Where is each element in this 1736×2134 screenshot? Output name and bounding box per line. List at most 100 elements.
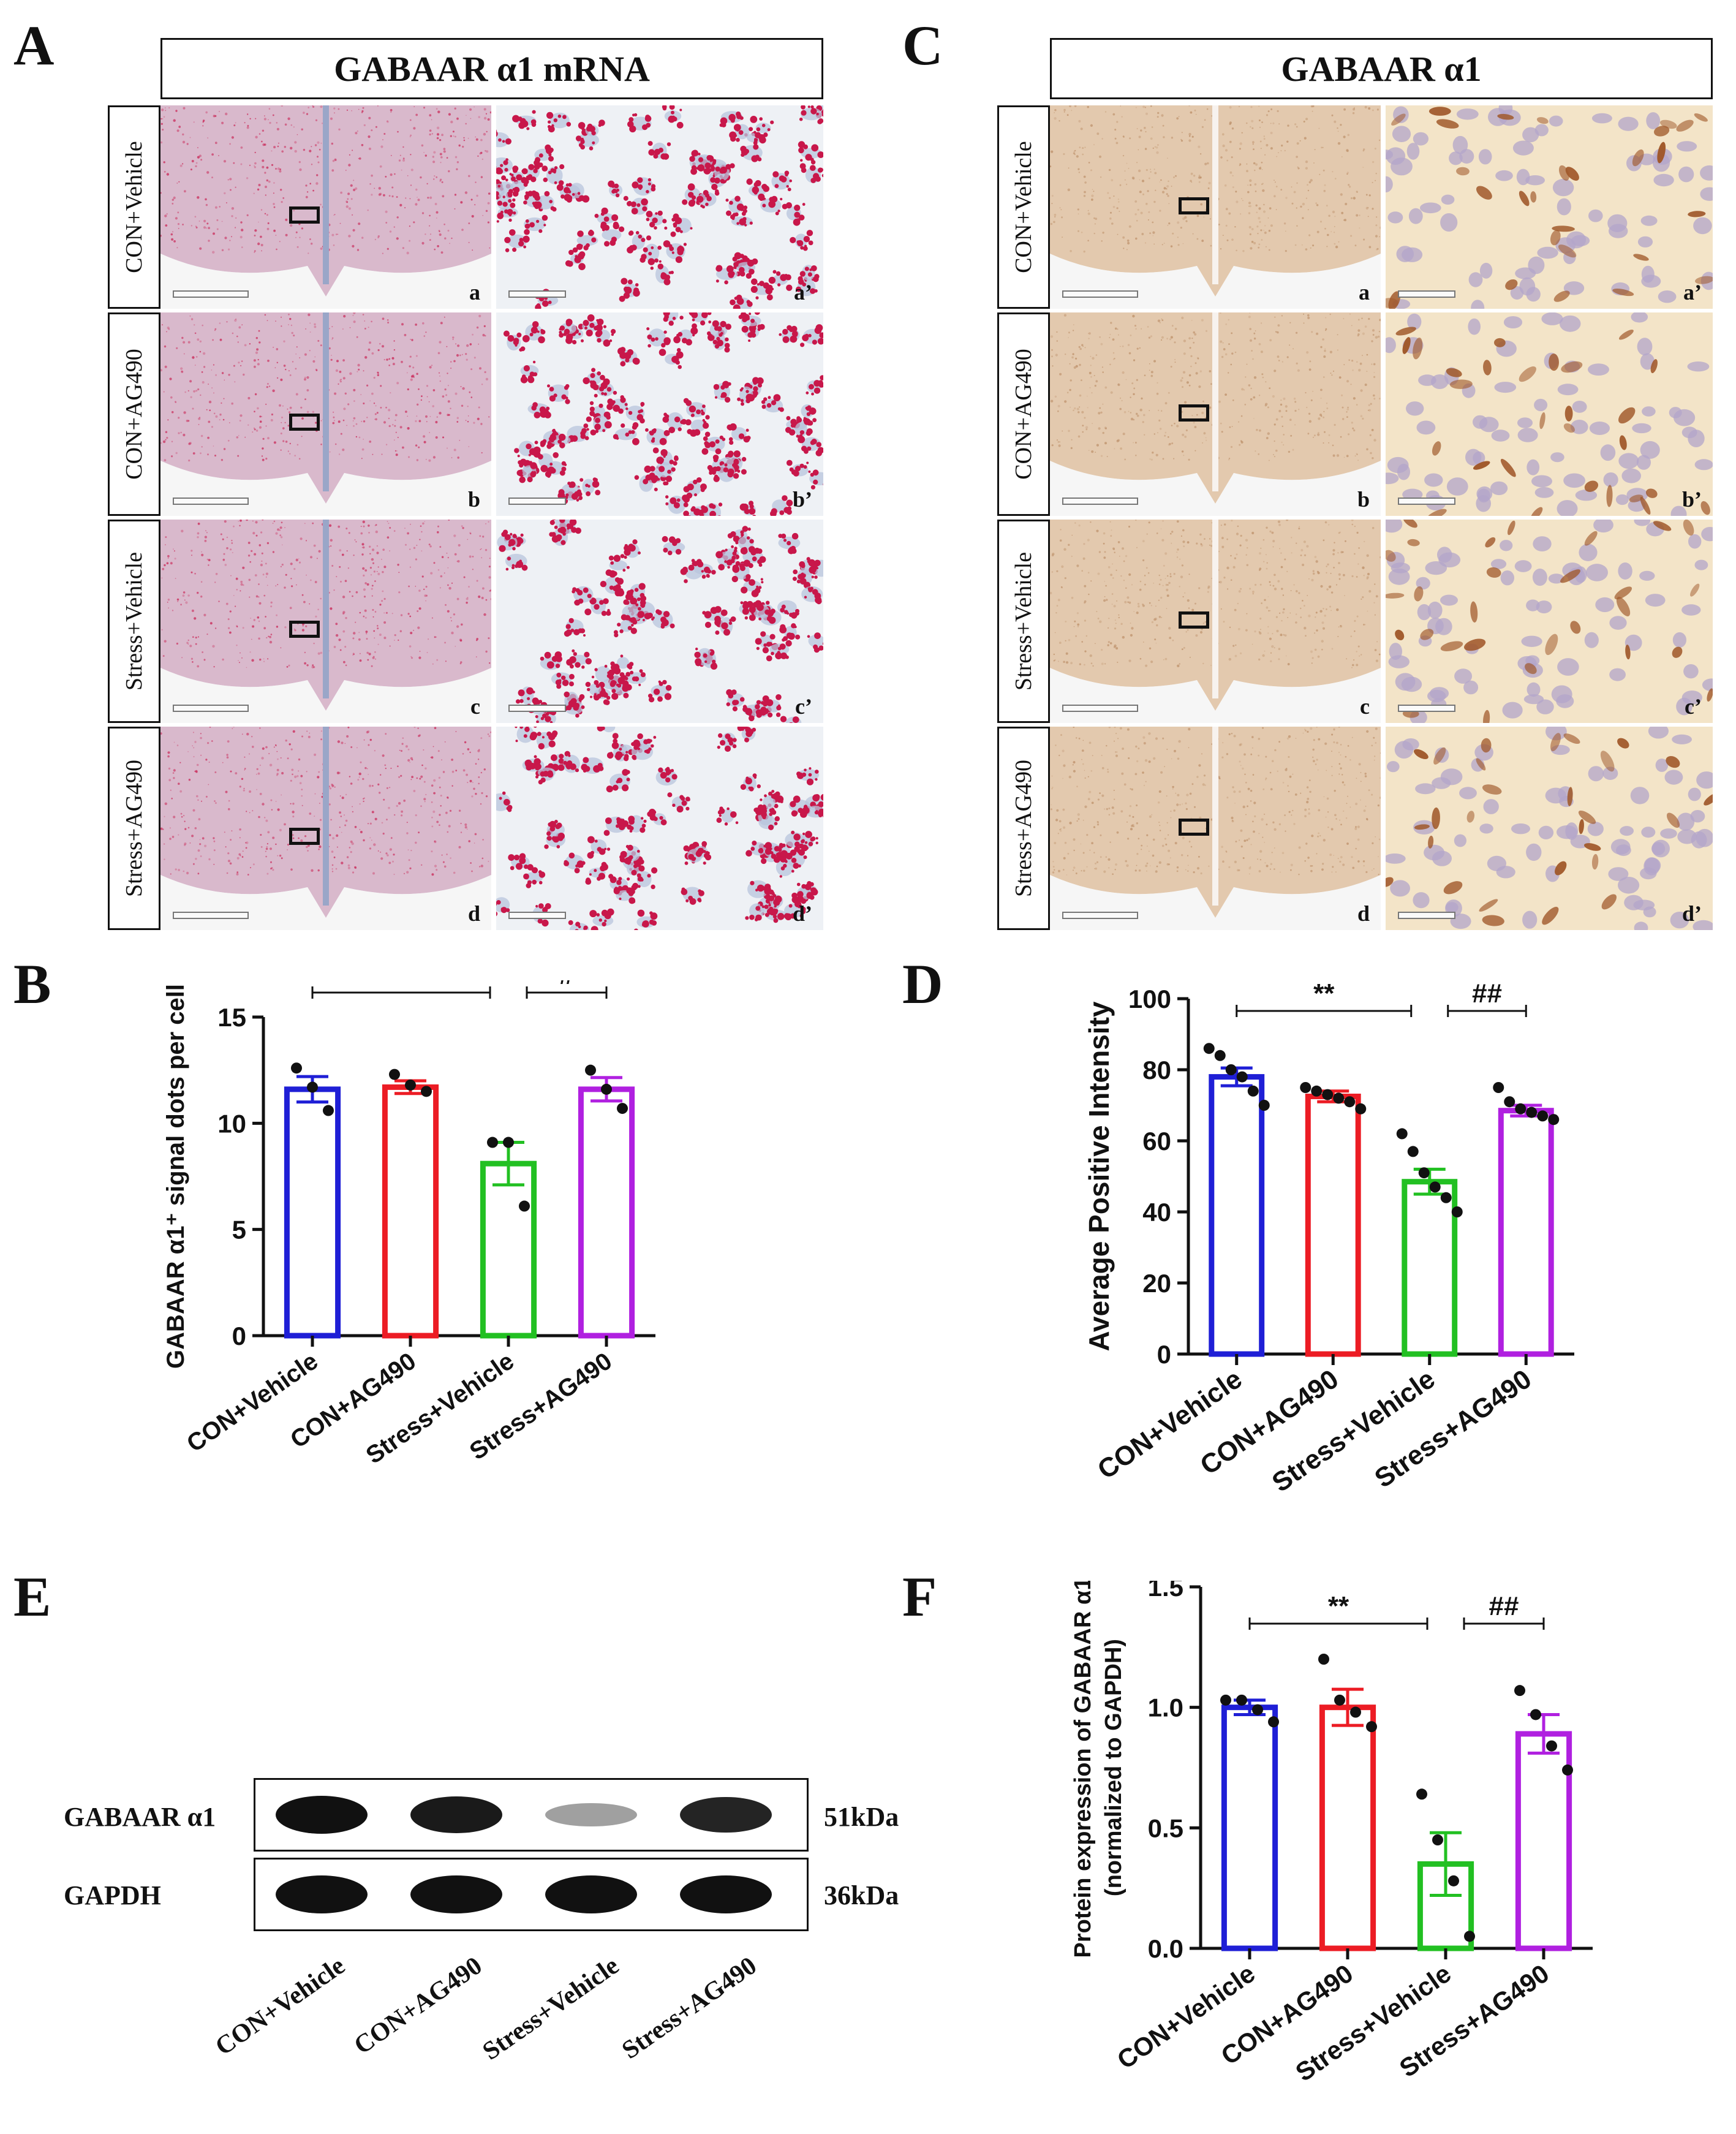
significance-label: ** xyxy=(1328,1591,1349,1621)
wb-band xyxy=(680,1875,772,1913)
panel-letter-b: B xyxy=(13,953,51,1015)
y-axis-label: Protein expression of GABAAR α1 xyxy=(1070,1581,1096,1958)
scale-bar xyxy=(173,290,249,298)
data-point xyxy=(1203,1043,1215,1054)
wb-band xyxy=(276,1796,368,1834)
data-point xyxy=(1464,1931,1475,1942)
bar xyxy=(1498,1108,1554,1357)
row-label-4: Stress+AG490 xyxy=(108,727,160,930)
wb-lane-label-2: CON+AG490 xyxy=(349,1951,488,2060)
significance-label: ## xyxy=(1489,1591,1519,1621)
significance-label: ## xyxy=(1472,980,1502,1008)
data-point xyxy=(487,1137,498,1148)
western-blot: GABAAR α1 51kDa GAPDH 36kDa CON+Vehicle … xyxy=(0,1746,919,2114)
scale-bar xyxy=(173,705,249,712)
data-point xyxy=(323,1105,334,1116)
row-label-4: Stress+AG490 xyxy=(997,727,1050,930)
data-point xyxy=(1514,1685,1525,1697)
data-point xyxy=(1504,1096,1515,1108)
data-point xyxy=(1318,1654,1329,1665)
region-of-interest-box xyxy=(1179,404,1209,422)
row-label-text: Stress+Vehicle xyxy=(1011,551,1037,691)
data-point xyxy=(1562,1764,1573,1776)
tile-label-right: d’ xyxy=(792,901,812,926)
y-axis-label: Average Positive Intensity xyxy=(1083,1001,1115,1351)
data-point xyxy=(389,1069,400,1080)
y-axis-label: GABAAR α1⁺ signal dots per cell xyxy=(162,984,189,1369)
y-tick-label: 15 xyxy=(217,1003,246,1032)
scale-bar xyxy=(1062,912,1138,919)
data-point xyxy=(1546,1740,1557,1752)
data-point xyxy=(1311,1085,1323,1097)
row-label-3: Stress+Vehicle xyxy=(108,520,160,723)
data-point xyxy=(1493,1082,1504,1093)
y-tick-label: 0.5 xyxy=(1148,1814,1183,1842)
tile-label-left: c xyxy=(470,694,480,719)
y-tick-label: 60 xyxy=(1142,1127,1171,1156)
panel-letter-e: E xyxy=(13,1565,51,1628)
high-magnification-image: c’ xyxy=(1386,520,1713,723)
data-point xyxy=(585,1064,596,1076)
y-tick-label: 0 xyxy=(1157,1340,1171,1369)
high-magnification-image: b’ xyxy=(496,312,823,516)
panel-letter-d: D xyxy=(902,953,943,1015)
row-label-1: CON+Vehicle xyxy=(997,105,1050,309)
scale-bar xyxy=(508,912,566,919)
wb-row-label-gabaar: GABAAR α1 xyxy=(64,1802,216,1832)
y-tick-label: 40 xyxy=(1142,1198,1171,1227)
region-of-interest-box xyxy=(289,206,320,224)
tile-label-left: c xyxy=(1360,694,1370,719)
scale-bar xyxy=(508,705,566,712)
row-label-text: Stress+Vehicle xyxy=(121,551,148,691)
data-point xyxy=(1300,1082,1311,1093)
data-point xyxy=(307,1081,318,1093)
x-tick-label: Stress+Vehicle xyxy=(1267,1364,1441,1498)
bar xyxy=(1209,1074,1265,1357)
tile-label-right: a’ xyxy=(794,280,812,305)
row-label-2: CON+AG490 xyxy=(997,312,1050,516)
wb-band xyxy=(410,1875,502,1913)
low-magnification-image: b xyxy=(1050,312,1381,516)
data-point xyxy=(1350,1706,1361,1718)
scale-bar xyxy=(173,498,249,505)
bar xyxy=(382,1084,439,1339)
scale-bar xyxy=(1398,290,1455,298)
tile-label-left: d xyxy=(1357,901,1370,926)
data-point xyxy=(1537,1110,1549,1122)
row-label-1: CON+Vehicle xyxy=(108,105,160,309)
high-magnification-image: c’ xyxy=(496,520,823,723)
wb-lane-label-3: Stress+Vehicle xyxy=(478,1951,625,2066)
high-magnification-image: d’ xyxy=(496,727,823,930)
data-point xyxy=(1432,1834,1443,1845)
tile-label-right: c’ xyxy=(795,694,812,719)
y-axis-label-line2: (normalized to GAPDH) xyxy=(1101,1639,1127,1896)
data-point xyxy=(503,1137,514,1148)
data-point xyxy=(1451,1206,1463,1217)
wb-band xyxy=(545,1875,637,1913)
region-of-interest-box xyxy=(289,414,320,431)
bar xyxy=(284,1086,341,1339)
data-point xyxy=(1448,1875,1459,1886)
data-point xyxy=(1268,1716,1279,1728)
y-tick-label: 5 xyxy=(232,1216,246,1244)
low-magnification-image: b xyxy=(160,312,491,516)
tile-label-left: b xyxy=(467,487,480,512)
data-point xyxy=(1322,1089,1334,1100)
scale-bar xyxy=(1062,705,1138,712)
high-magnification-image: d’ xyxy=(1386,727,1713,930)
data-point xyxy=(617,1103,628,1114)
data-point xyxy=(1440,1192,1452,1203)
data-point xyxy=(1366,1721,1377,1733)
y-tick-label: 20 xyxy=(1142,1269,1171,1298)
low-magnification-image: a xyxy=(1050,105,1381,309)
data-point xyxy=(519,1200,530,1212)
row-label-text: Stress+AG490 xyxy=(1011,759,1037,898)
wb-size-label-gapdh: 36kDa xyxy=(824,1880,899,1910)
data-point xyxy=(1418,1167,1430,1179)
data-point xyxy=(1334,1694,1345,1706)
row-label-text: CON+Vehicle xyxy=(1011,141,1037,273)
wb-size-label-gabaar: 51kDa xyxy=(824,1802,899,1832)
data-point xyxy=(1333,1092,1345,1104)
bar xyxy=(1305,1094,1361,1357)
region-of-interest-box xyxy=(289,621,320,638)
